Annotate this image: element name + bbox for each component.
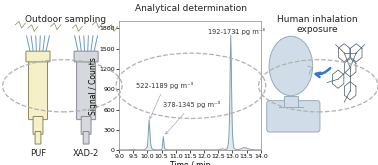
Text: PUF: PUF [30, 148, 46, 158]
Text: 192-1731 pg m⁻³: 192-1731 pg m⁻³ [208, 28, 265, 35]
X-axis label: Time / min: Time / min [170, 161, 210, 165]
Polygon shape [279, 96, 303, 107]
Text: Analytical determination: Analytical determination [135, 4, 247, 13]
FancyBboxPatch shape [79, 59, 93, 116]
Circle shape [269, 36, 313, 96]
Text: XAD-2: XAD-2 [73, 148, 99, 158]
FancyBboxPatch shape [81, 116, 91, 134]
Text: 378-1345 pg m⁻³: 378-1345 pg m⁻³ [163, 101, 220, 134]
Text: Outdoor sampling: Outdoor sampling [25, 15, 107, 24]
FancyBboxPatch shape [74, 51, 98, 62]
FancyBboxPatch shape [77, 55, 96, 120]
FancyBboxPatch shape [33, 116, 43, 134]
Text: 522-1189 pg m⁻³: 522-1189 pg m⁻³ [136, 82, 193, 119]
FancyBboxPatch shape [267, 101, 320, 132]
Text: Human inhalation
exposure: Human inhalation exposure [277, 15, 358, 34]
FancyBboxPatch shape [26, 51, 50, 62]
FancyBboxPatch shape [28, 55, 48, 120]
FancyBboxPatch shape [83, 132, 89, 144]
FancyBboxPatch shape [35, 132, 41, 144]
Y-axis label: Signal / Counts: Signal / Counts [89, 57, 98, 115]
